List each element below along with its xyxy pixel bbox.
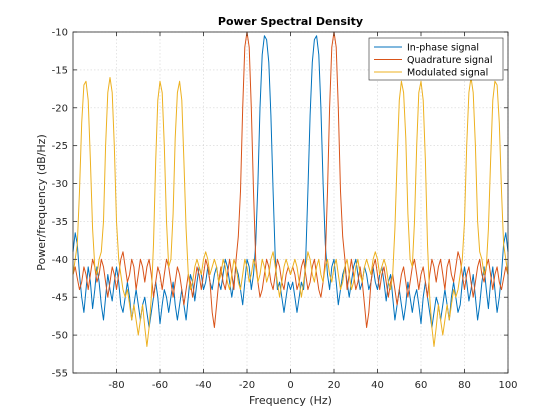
series-line-3	[72, 77, 509, 347]
x-tick-label: -60	[152, 380, 168, 391]
series-line-1	[72, 35, 509, 328]
series-layer	[72, 31, 509, 347]
x-tick-label: -80	[108, 380, 124, 391]
x-tick-label: 60	[415, 380, 428, 391]
axis-ticks: -80 -60 -40 -20 0 20 40 60 80 100 -10 -15 -20 -25 -30 -…	[52, 28, 518, 392]
legend-label-1: In-phase signal	[407, 43, 479, 54]
y-tick-label: -50	[52, 331, 68, 342]
y-tick-label: -25	[52, 141, 68, 152]
plot-area	[73, 32, 508, 373]
x-tick-label: -20	[239, 380, 255, 391]
x-tick-label: 100	[498, 380, 517, 391]
x-tick-label: 40	[371, 380, 384, 391]
chart-title: Power Spectral Density	[218, 15, 363, 28]
y-tick-label: -15	[52, 65, 68, 76]
x-axis-label: Frequency (Hz)	[249, 394, 332, 407]
legend-label-3: Modulated signal	[407, 68, 488, 79]
y-tick-label: -20	[52, 103, 68, 114]
y-tick-label: -30	[52, 179, 68, 190]
y-tick-label: -35	[52, 217, 68, 228]
y-tick-label: -10	[52, 28, 68, 39]
legend-label-2: Quadrature signal	[407, 55, 493, 66]
y-tick-label: -55	[52, 369, 68, 380]
x-tick-label: 0	[287, 380, 293, 391]
y-tick-label: -40	[52, 255, 68, 266]
y-axis-label: Power/frequency (dB/Hz)	[35, 134, 48, 271]
x-tick-label: 80	[458, 380, 471, 391]
x-tick-label: -40	[195, 380, 211, 391]
y-tick-label: -45	[52, 293, 68, 304]
x-tick-label: 20	[328, 380, 341, 391]
